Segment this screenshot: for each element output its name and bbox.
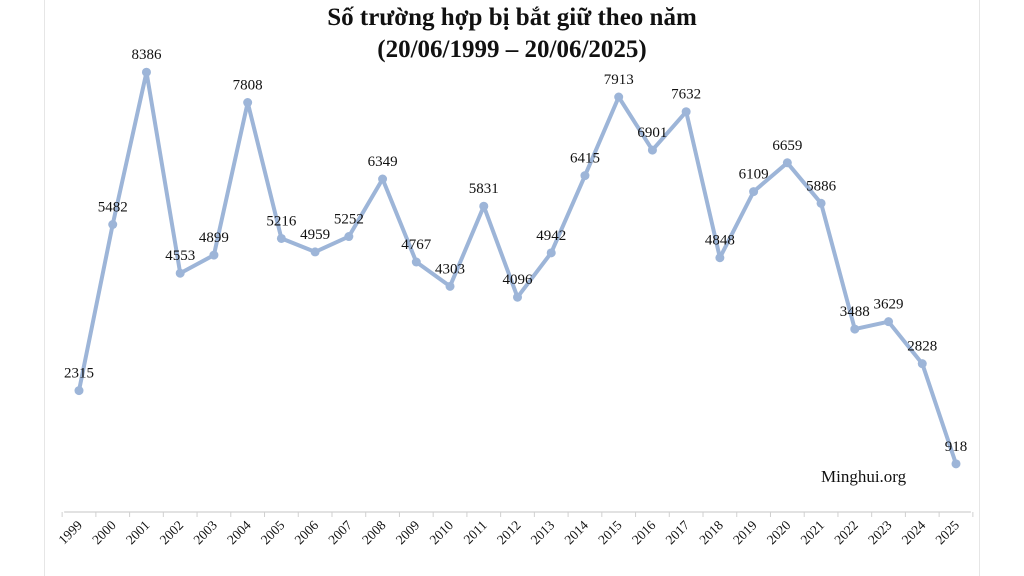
x-tick-label-2019: 2019 [730,517,760,547]
data-point-2003 [209,250,219,260]
data-point-2023 [884,317,894,327]
chart-frame [44,0,980,576]
data-label-2003: 4899 [199,230,229,246]
data-point-2005 [276,233,286,243]
x-tick-label-2011: 2011 [461,518,490,547]
data-label-1999: 2315 [64,366,94,382]
source-credit: Minghui.org [821,467,907,486]
data-point-2011 [479,201,489,211]
data-point-2020 [782,158,792,168]
data-point-2014 [580,171,590,181]
x-tick-label-2003: 2003 [190,517,220,547]
x-tick-label-2020: 2020 [764,517,794,547]
data-label-2009: 4767 [401,237,432,253]
data-label-2019: 6109 [739,167,769,183]
data-label-2013: 4942 [536,228,566,244]
data-label-2012: 4096 [503,272,534,288]
data-point-2001 [141,67,151,77]
data-label-2005: 5216 [266,213,297,229]
data-point-2004 [243,98,253,108]
x-axis-ticks [61,512,974,517]
x-tick-label-2010: 2010 [426,517,456,547]
data-point-2010 [445,281,455,291]
x-tick-label-2002: 2002 [157,518,187,548]
data-label-2007: 5252 [334,212,364,228]
x-tick-label-2023: 2023 [865,517,895,547]
data-label-2022: 3488 [840,304,870,320]
data-label-2000: 5482 [98,199,128,215]
series-line [77,70,958,466]
x-tick-labels: 1999 2000 2001 2002 2003 2004 2005 2006 2007 2008… [55,517,962,547]
data-label-2023: 3629 [874,297,904,313]
data-label-2025: 918 [945,439,968,455]
data-point-2015 [614,92,624,102]
x-tick-label-2015: 2015 [595,517,625,547]
x-tick-label-2001: 2001 [123,518,153,548]
x-tick-label-2014: 2014 [561,517,591,547]
data-point-2007 [344,232,354,242]
x-tick-label-2024: 2024 [899,517,929,547]
data-label-2014: 6415 [570,151,600,167]
x-tick-label-2004: 2004 [224,517,254,547]
data-point-2000 [108,219,118,229]
data-point-2017 [681,107,691,117]
data-point-1999 [74,386,84,396]
x-tick-label-2013: 2013 [528,517,558,547]
data-point-2025 [951,459,961,469]
data-label-2010: 4303 [435,261,465,277]
data-label-2015: 7913 [604,72,634,88]
data-label-2004: 7808 [233,78,263,94]
x-tick-label-2017: 2017 [663,517,693,547]
data-point-2018 [715,253,725,263]
x-tick-label-2012: 2012 [494,518,524,548]
data-label-2024: 2828 [907,339,937,355]
data-points [74,67,961,469]
chart-subtitle: (20/06/1999 – 20/06/2025) [377,36,647,63]
data-point-2002 [175,268,185,278]
data-point-2022 [850,324,860,334]
data-label-2001: 8386 [131,47,162,63]
x-tick-label-2008: 2008 [359,517,389,547]
x-tick-label-2007: 2007 [325,517,355,547]
chart-title: Số trường hợp bị bắt giữ theo năm [327,4,697,31]
data-point-2009 [411,257,421,267]
data-label-2006: 4959 [300,227,330,243]
data-point-2008 [378,174,388,184]
data-point-2006 [310,247,320,257]
x-tick-label-2025: 2025 [932,517,962,547]
data-point-2013 [546,248,556,258]
data-point-2021 [816,198,826,208]
x-tick-label-2005: 2005 [258,517,288,547]
data-label-2008: 6349 [368,154,398,170]
data-label-2011: 5831 [469,181,499,197]
x-tick-label-1999: 1999 [55,517,85,547]
data-point-2012 [513,292,522,302]
x-tick-label-2022: 2022 [831,518,861,548]
data-label-2002: 4553 [165,248,195,264]
data-point-2019 [749,187,759,197]
data-label-2018: 4848 [705,233,735,249]
x-tick-label-2016: 2016 [629,517,659,547]
data-label-2020: 6659 [772,138,802,154]
x-tick-label-2021: 2021 [797,518,827,548]
x-tick-label-2009: 2009 [393,517,423,547]
data-label-2017: 7632 [671,87,701,103]
data-label-2016: 6901 [637,125,667,141]
data-label-2021: 5886 [806,178,837,194]
x-tick-label-2000: 2000 [89,517,119,547]
x-tick-label-2018: 2018 [696,517,726,547]
data-point-2024 [917,359,927,369]
data-point-2016 [647,145,657,155]
x-tick-label-2006: 2006 [292,517,322,547]
